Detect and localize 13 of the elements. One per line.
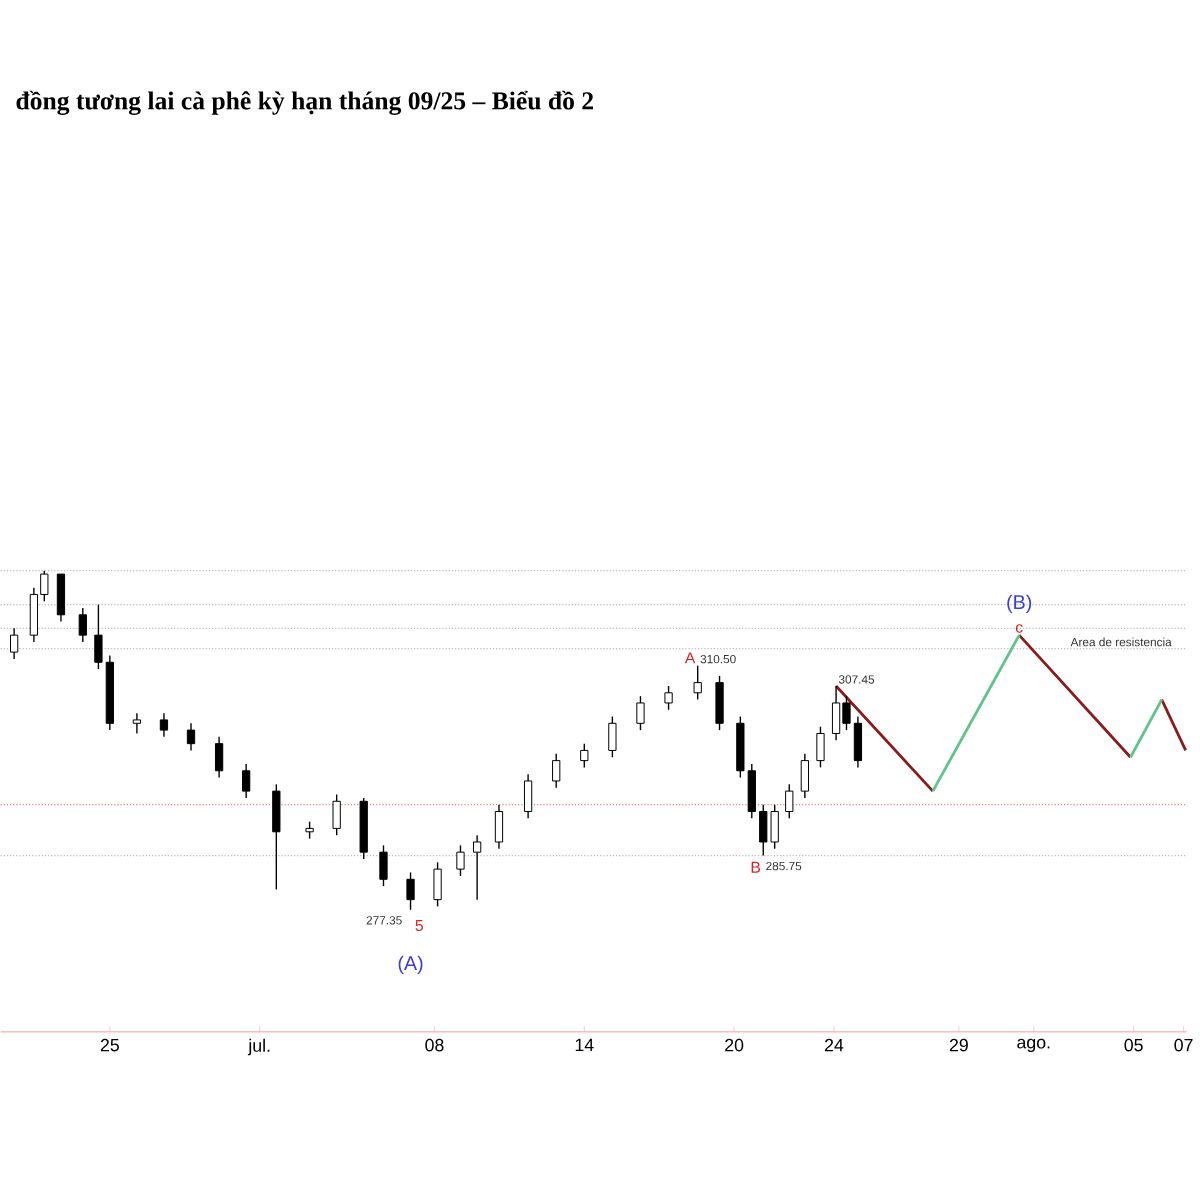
x-tick-label: 14 xyxy=(575,1038,594,1051)
annotation: (B) xyxy=(1007,594,1032,613)
x-tick-label: 29 xyxy=(949,1038,968,1052)
x-tick-label: 25 xyxy=(100,1038,119,1052)
x-tick-label: 20 xyxy=(725,1038,744,1052)
chart-title: đồng tương lai cà phê kỳ hạn tháng 09/25 – Biểu đồ 2 xyxy=(16,90,594,115)
x-tick-label: 07 xyxy=(1174,1038,1193,1052)
x-tick-label: jul. xyxy=(247,1038,270,1056)
x-tick-label: 08 xyxy=(425,1038,444,1052)
x-tick-label: ago. xyxy=(1017,1038,1050,1053)
x-tick-label: 24 xyxy=(825,1038,844,1052)
annotation: (A) xyxy=(398,955,423,974)
x-tick-label: 05 xyxy=(1124,1038,1143,1052)
